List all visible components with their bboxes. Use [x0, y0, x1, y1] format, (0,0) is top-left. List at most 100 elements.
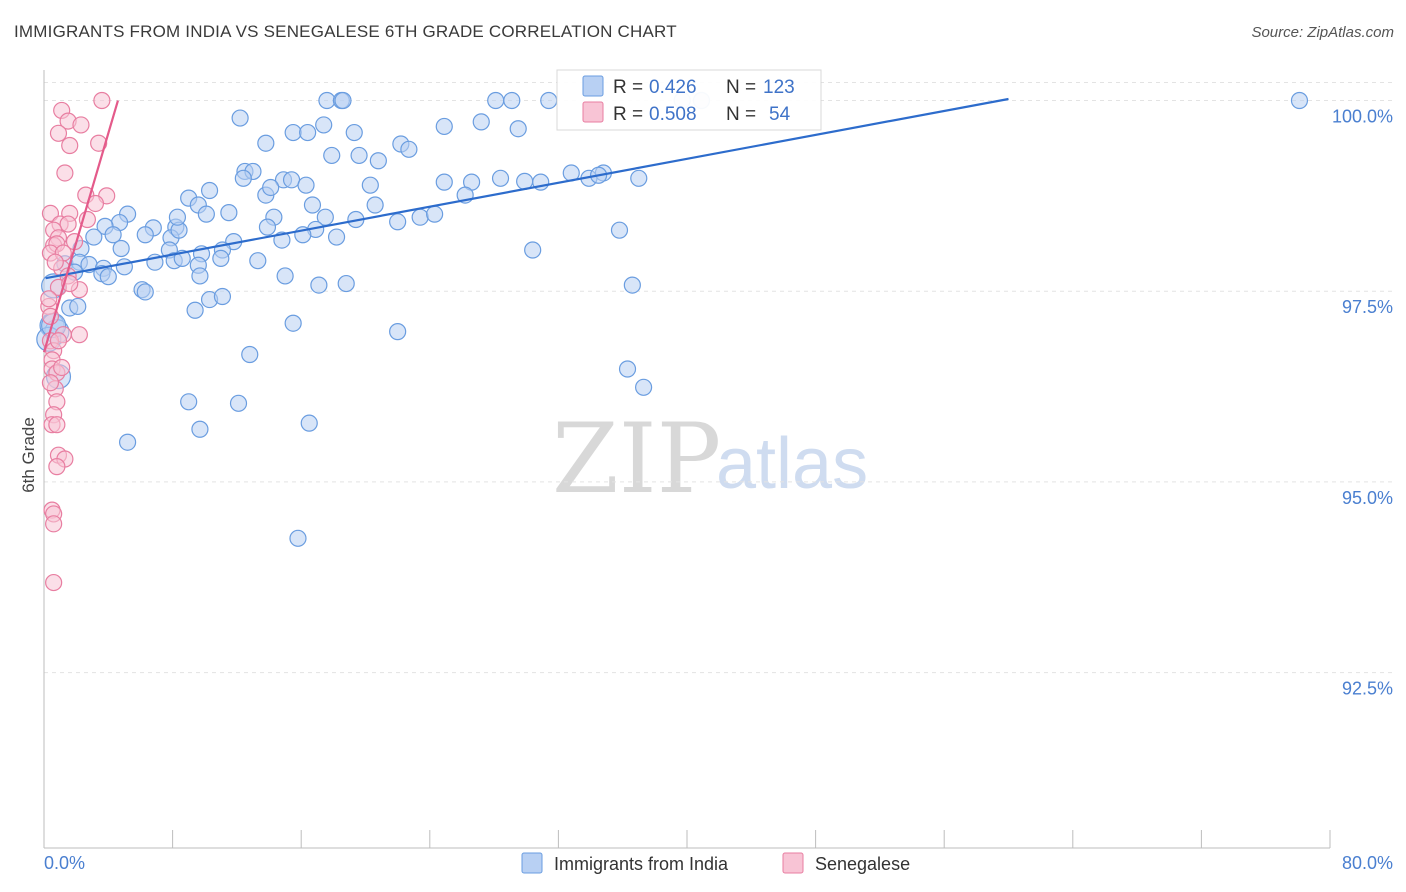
- india-point: [389, 213, 407, 231]
- senegalese-point: [72, 116, 90, 134]
- india-point: [234, 169, 252, 187]
- india-point: [249, 252, 267, 270]
- india-point: [136, 283, 154, 301]
- india-point: [191, 267, 209, 285]
- chart-title: IMMIGRANTS FROM INDIA VS SENEGALESE 6TH …: [14, 22, 677, 41]
- india-point: [299, 123, 317, 142]
- india-point: [213, 287, 232, 306]
- legend-r-value-india: 0.426: [649, 77, 697, 98]
- india-point: [191, 420, 209, 438]
- india-point: [282, 171, 301, 189]
- india-point: [472, 113, 490, 131]
- y-tick-label: 95.0%: [1342, 488, 1393, 508]
- india-point: [297, 176, 315, 194]
- bottom-legend-swatch-india: [521, 852, 543, 874]
- x-tick-max: 80.0%: [1342, 853, 1393, 873]
- india-point: [345, 123, 363, 142]
- series-india-points: [36, 91, 1309, 547]
- y-tick-label: 92.5%: [1342, 679, 1393, 699]
- legend-n-value-senegalese: 54: [769, 104, 791, 125]
- india-point: [118, 433, 137, 451]
- india-point: [327, 228, 346, 246]
- legend-n-label-senegalese: N =: [726, 104, 756, 125]
- india-point: [136, 226, 154, 244]
- india-point: [323, 146, 341, 165]
- india-point: [289, 529, 307, 547]
- india-point: [85, 228, 103, 246]
- senegalese-point: [46, 253, 64, 271]
- india-point: [115, 258, 133, 276]
- india-point: [315, 116, 333, 134]
- india-point: [435, 117, 453, 136]
- series-legend: Immigrants from India Senegalese: [521, 852, 910, 874]
- india-point: [491, 169, 510, 187]
- bottom-legend-label-senegalese: Senegalese: [815, 854, 910, 874]
- india-point: [618, 360, 637, 378]
- india-point: [262, 178, 280, 197]
- series-senegalese-points: [40, 91, 116, 592]
- axes: [43, 70, 1331, 849]
- india-point: [350, 146, 368, 165]
- source-credit: Source: ZipAtlas.com: [1251, 24, 1394, 41]
- india-point: [212, 249, 230, 267]
- india-point: [610, 221, 629, 239]
- y-axis-label: 6th Grade: [19, 417, 38, 493]
- senegalese-point: [59, 215, 77, 233]
- india-point: [630, 169, 648, 187]
- india-point: [257, 134, 275, 152]
- senegalese-point: [61, 136, 79, 155]
- india-point: [99, 268, 117, 286]
- senegalese-point: [56, 164, 74, 182]
- india-point: [634, 378, 653, 396]
- india-point: [435, 173, 453, 191]
- india-point: [231, 109, 249, 127]
- senegalese-point: [41, 374, 60, 392]
- india-point: [524, 241, 542, 259]
- trend-lines: [42, 97, 1009, 353]
- senegalese-point: [45, 515, 63, 533]
- india-point: [487, 91, 505, 110]
- senegalese-point: [93, 91, 111, 110]
- legend-swatch-senegalese: [582, 101, 604, 123]
- india-point: [200, 181, 219, 200]
- watermark-zip: ZIP: [552, 403, 721, 515]
- india-point: [540, 91, 558, 110]
- india-point: [389, 323, 407, 341]
- india-point: [503, 91, 521, 110]
- legend-r-label-senegalese: R =: [613, 104, 643, 125]
- legend-r-label-india: R =: [613, 77, 643, 98]
- y-tick-labels: 100.0% 97.5% 95.0% 92.5%: [1332, 107, 1393, 699]
- india-point: [426, 205, 444, 223]
- india-point: [180, 393, 198, 411]
- india-point: [334, 91, 352, 110]
- india-point: [310, 276, 328, 294]
- india-point: [276, 267, 294, 285]
- bottom-legend-swatch-senegalese: [782, 852, 804, 874]
- x-tick-min: 0.0%: [44, 853, 85, 873]
- india-point: [318, 91, 336, 110]
- y-tick-label: 100.0%: [1332, 107, 1393, 127]
- india-point: [369, 152, 387, 170]
- senegalese-point: [49, 332, 68, 350]
- india-point: [220, 204, 238, 222]
- india-point: [168, 208, 187, 226]
- india-point: [258, 218, 277, 236]
- india-point: [509, 120, 527, 138]
- india-point: [284, 314, 302, 332]
- senegalese-point: [40, 290, 58, 308]
- india-point: [623, 276, 641, 294]
- india-trend-line: [45, 97, 1009, 280]
- watermark-atlas: atlas: [716, 424, 868, 504]
- india-point: [337, 274, 355, 293]
- senegalese-point: [53, 358, 71, 377]
- india-point: [411, 208, 429, 226]
- india-point: [300, 414, 318, 432]
- india-point: [197, 205, 215, 223]
- senegalese-point: [41, 204, 60, 222]
- senegalese-point: [45, 573, 63, 592]
- legend-n-value-india: 123: [763, 77, 795, 98]
- india-point: [400, 140, 418, 158]
- senegalese-point: [90, 134, 108, 152]
- india-point: [1290, 91, 1309, 110]
